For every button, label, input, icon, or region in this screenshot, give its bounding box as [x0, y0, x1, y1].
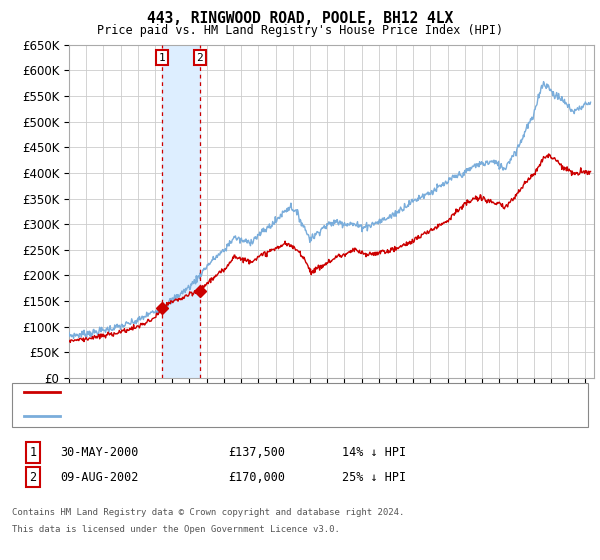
Text: £137,500: £137,500: [228, 446, 285, 459]
Text: 2: 2: [196, 53, 203, 63]
Text: 14% ↓ HPI: 14% ↓ HPI: [342, 446, 406, 459]
Text: £170,000: £170,000: [228, 470, 285, 484]
Text: This data is licensed under the Open Government Licence v3.0.: This data is licensed under the Open Gov…: [12, 525, 340, 534]
Text: 25% ↓ HPI: 25% ↓ HPI: [342, 470, 406, 484]
Text: HPI: Average price, detached house, Bournemouth Christchurch and Poole: HPI: Average price, detached house, Bour…: [66, 410, 503, 421]
Text: 443, RINGWOOD ROAD, POOLE, BH12 4LX (detached house): 443, RINGWOOD ROAD, POOLE, BH12 4LX (det…: [66, 387, 391, 397]
Text: 443, RINGWOOD ROAD, POOLE, BH12 4LX: 443, RINGWOOD ROAD, POOLE, BH12 4LX: [147, 11, 453, 26]
Text: 09-AUG-2002: 09-AUG-2002: [60, 470, 139, 484]
Text: Contains HM Land Registry data © Crown copyright and database right 2024.: Contains HM Land Registry data © Crown c…: [12, 508, 404, 517]
Text: 30-MAY-2000: 30-MAY-2000: [60, 446, 139, 459]
Text: 1: 1: [159, 53, 166, 63]
Text: Price paid vs. HM Land Registry's House Price Index (HPI): Price paid vs. HM Land Registry's House …: [97, 24, 503, 36]
Text: 2: 2: [29, 470, 37, 484]
Text: 1: 1: [29, 446, 37, 459]
Bar: [162, 45, 200, 378]
